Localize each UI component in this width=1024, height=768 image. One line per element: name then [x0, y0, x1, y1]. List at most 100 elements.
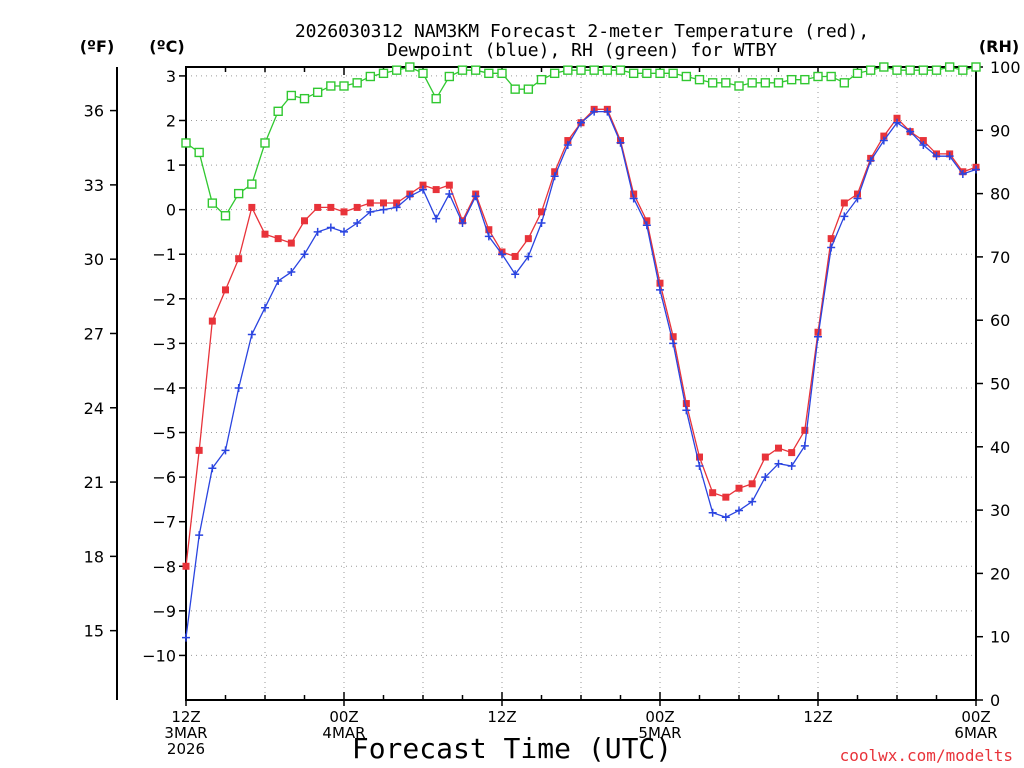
rh-point — [286, 90, 297, 101]
dewpoint-point — [853, 194, 862, 203]
dewpoint-point — [221, 446, 230, 455]
time-tick-label: 2026 — [167, 740, 205, 758]
dewpoint-point — [563, 141, 572, 150]
dewpoint-point — [958, 169, 967, 178]
time-tick-label: 12Z — [487, 708, 516, 726]
rh-point — [405, 62, 415, 72]
dewpoint-series — [182, 107, 980, 642]
temperature-point — [919, 137, 927, 145]
temperature-point — [182, 562, 190, 570]
rh-point — [800, 74, 810, 85]
dewpoint-point — [919, 141, 928, 150]
rh-point — [773, 78, 784, 88]
dewpoint-point — [313, 227, 322, 236]
rh-point — [549, 68, 560, 79]
dewpoint-point — [603, 107, 612, 116]
rh-tick-label: 10 — [990, 628, 1010, 647]
fahrenheit-unit-label: (ºF) — [80, 37, 115, 56]
rh-point — [602, 65, 613, 75]
dewpoint-point — [972, 165, 980, 174]
rh-tick-label: 50 — [990, 375, 1010, 394]
temperature-point — [222, 286, 229, 294]
dewpoint-point — [669, 339, 678, 348]
celsius-tick-label: −2 — [152, 290, 176, 309]
temperature-point — [524, 235, 532, 243]
watermark: coolwx.com/modelts — [840, 746, 1013, 765]
rh-point — [536, 74, 547, 85]
temperature-point — [301, 217, 308, 225]
temperature-point — [643, 217, 651, 225]
celsius-tick-label: −1 — [152, 245, 176, 264]
rh-point — [431, 93, 441, 104]
dewpoint-point — [471, 192, 480, 201]
time-tick-label: 00Z — [329, 708, 358, 726]
rh-point — [299, 93, 310, 104]
celsius-tick-label: −10 — [142, 646, 176, 665]
dewpoint-point — [287, 268, 296, 277]
rh-point — [220, 211, 231, 221]
temperature-point — [485, 226, 493, 234]
dewpoint-point — [484, 232, 493, 241]
rh-point — [707, 78, 718, 88]
temperature-point — [801, 426, 809, 434]
rh-point — [892, 65, 902, 75]
rh-point — [391, 65, 402, 75]
dewpoint-point — [787, 461, 796, 470]
dewpoint-point — [721, 513, 730, 522]
dewpoint-point — [524, 252, 533, 261]
dewpoint-point — [893, 118, 901, 127]
time-tick-label: 00Z — [961, 708, 990, 726]
temperature-point — [511, 252, 519, 260]
rh-point — [918, 65, 929, 75]
rh-series — [181, 62, 981, 221]
temperature-point — [669, 333, 677, 341]
dewpoint-point — [682, 406, 691, 415]
dewpoint-point — [195, 531, 204, 540]
temperature-point — [393, 199, 401, 207]
rh-point — [352, 78, 362, 88]
temperature-point — [380, 199, 387, 207]
rh-point — [721, 78, 731, 88]
fahrenheit-tick-label: 33 — [84, 176, 104, 195]
rh-tick-label: 80 — [990, 185, 1010, 204]
temperature-point — [735, 484, 743, 492]
dewpoint-point — [498, 250, 506, 259]
temperature-point — [419, 181, 427, 189]
rh-tick-label: 90 — [990, 121, 1010, 140]
celsius-tick-label: 1 — [166, 156, 176, 175]
temperature-point — [366, 199, 374, 207]
celsius-tick-label: −7 — [152, 513, 176, 532]
dewpoint-point — [353, 219, 362, 228]
rh-point — [484, 68, 494, 79]
rh-point — [457, 65, 468, 75]
rh-point — [905, 65, 915, 75]
dewpoint-point — [642, 221, 651, 230]
rh-point — [576, 65, 586, 75]
temperature-point — [235, 255, 243, 263]
temperature-point — [261, 230, 269, 238]
dewpoint-point — [748, 497, 757, 506]
dewpoint-point — [300, 250, 309, 259]
temperature-point — [880, 132, 888, 140]
rh-point — [865, 65, 876, 75]
rh-point — [852, 68, 863, 79]
dewpoint-line — [185, 110, 977, 638]
temperature-point — [775, 444, 782, 452]
rh-point — [839, 78, 850, 88]
rh-point — [523, 84, 534, 94]
temperature-point — [814, 328, 822, 336]
rh-point — [510, 84, 520, 94]
temperature-point — [340, 208, 348, 216]
temperature-point — [682, 400, 690, 408]
celsius-tick-label: −4 — [152, 379, 176, 398]
temperature-point — [630, 190, 638, 198]
rh-point — [826, 71, 836, 82]
dewpoint-point — [445, 190, 454, 199]
dewpoint-point — [708, 508, 717, 517]
rh-point — [589, 65, 599, 75]
temperature-point — [564, 137, 572, 145]
fahrenheit-tick-label: 15 — [84, 622, 104, 641]
dewpoint-point — [590, 107, 599, 116]
dewpoint-point — [366, 207, 375, 216]
